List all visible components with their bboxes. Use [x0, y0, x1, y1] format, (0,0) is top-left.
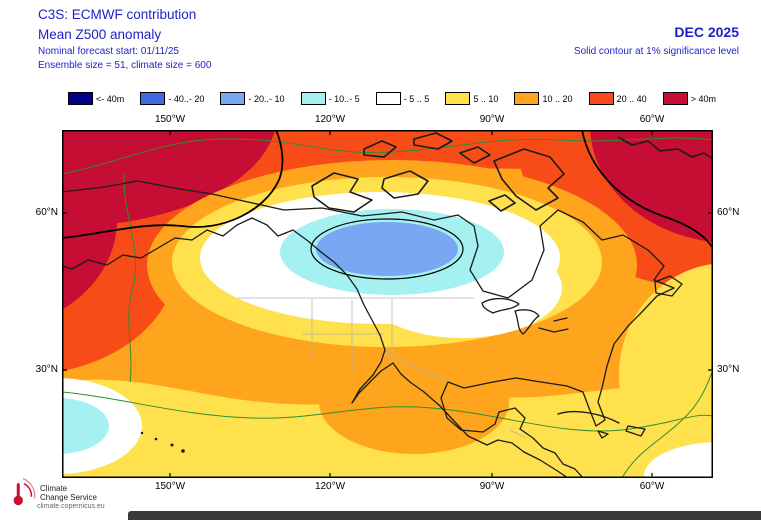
legend-item: - 5 .. 5	[375, 92, 430, 105]
page-subtitle: Mean Z500 anomaly	[38, 27, 162, 42]
z500-anomaly-map	[62, 130, 713, 478]
window-edge-bar	[128, 511, 761, 520]
legend-swatch	[220, 92, 246, 105]
legend-label: - 10..- 5	[328, 93, 360, 104]
x-axis-label-top: 150°W	[154, 114, 186, 125]
copernicus-logo-block: Climate Change Service	[8, 477, 97, 509]
legend-item: 20 .. 40	[588, 92, 647, 105]
x-axis-label-bottom: 150°W	[154, 481, 186, 492]
coastlines	[62, 180, 683, 478]
x-axis-label-top: 60°W	[639, 114, 665, 125]
legend-item: <- 40m	[68, 92, 124, 105]
legend-swatch	[140, 92, 166, 105]
legend-item: 5 .. 10	[445, 92, 498, 105]
map-frame	[62, 130, 713, 478]
legend-item: - 10..- 5	[300, 92, 360, 105]
legend-label: - 5 .. 5	[403, 93, 430, 104]
color-legend: <- 40m - 40..- 20 - 20..- 10 - 10..- 5 -…	[68, 92, 716, 105]
x-axis-label-top: 90°W	[479, 114, 505, 125]
legend-label: 5 .. 10	[473, 93, 499, 104]
x-axis-label-bottom: 120°W	[314, 481, 346, 492]
legend-label: - 40..- 20	[168, 93, 205, 104]
country-borders	[237, 297, 527, 439]
forecast-start-text: Nominal forecast start: 01/11/25	[38, 46, 179, 57]
x-axis-label-bottom: 90°W	[479, 481, 505, 492]
legend-item: > 40m	[662, 92, 716, 105]
ensemble-size-text: Ensemble size = 51, climate size = 600	[38, 60, 212, 71]
legend-label: <- 40m	[96, 93, 125, 104]
legend-label: > 40m	[690, 93, 716, 104]
legend-swatch	[588, 92, 614, 105]
logo-text-line2: Change Service	[40, 493, 97, 502]
y-axis-label-right: 60°N	[717, 207, 740, 218]
significance-contours	[62, 130, 713, 280]
y-axis-label-left: 30°N	[35, 364, 58, 375]
page-title: C3S: ECMWF contribution	[38, 7, 197, 22]
legend-swatch	[662, 92, 688, 105]
legend-item: - 40..- 20	[140, 92, 204, 105]
legend-item: - 20..- 10	[220, 92, 285, 105]
legend-label: 20 .. 40	[616, 93, 647, 104]
legend-swatch	[68, 92, 93, 105]
legend-swatch	[445, 92, 471, 105]
legend-swatch	[375, 92, 401, 105]
hawaii-islands	[140, 431, 185, 453]
x-axis-label-top: 120°W	[314, 114, 346, 125]
legend-label: 10 .. 20	[542, 93, 573, 104]
legend-label: - 20..- 10	[248, 93, 285, 104]
y-axis-label-right: 30°N	[717, 364, 740, 375]
legend-swatch	[514, 92, 540, 105]
y-axis-label-left: 60°N	[35, 207, 58, 218]
logo-text-line1: Climate	[40, 484, 68, 493]
anomaly-fill-layers	[62, 130, 713, 478]
x-axis-label-bottom: 60°W	[639, 481, 665, 492]
axis-ticks	[62, 130, 713, 478]
legend-item: 10 .. 20	[514, 92, 572, 105]
logo-text: Climate Change Service	[40, 484, 97, 502]
arctic-islands-coastlines	[311, 132, 713, 213]
contour-map-svg	[62, 130, 713, 478]
legend-swatch	[300, 92, 326, 105]
copernicus-url: climate.copernicus.eu	[37, 503, 105, 510]
copernicus-logo-icon	[13, 477, 36, 506]
forecast-month-label: DEC 2025	[674, 24, 739, 40]
significance-note: Solid contour at 1% significance level	[573, 46, 739, 57]
